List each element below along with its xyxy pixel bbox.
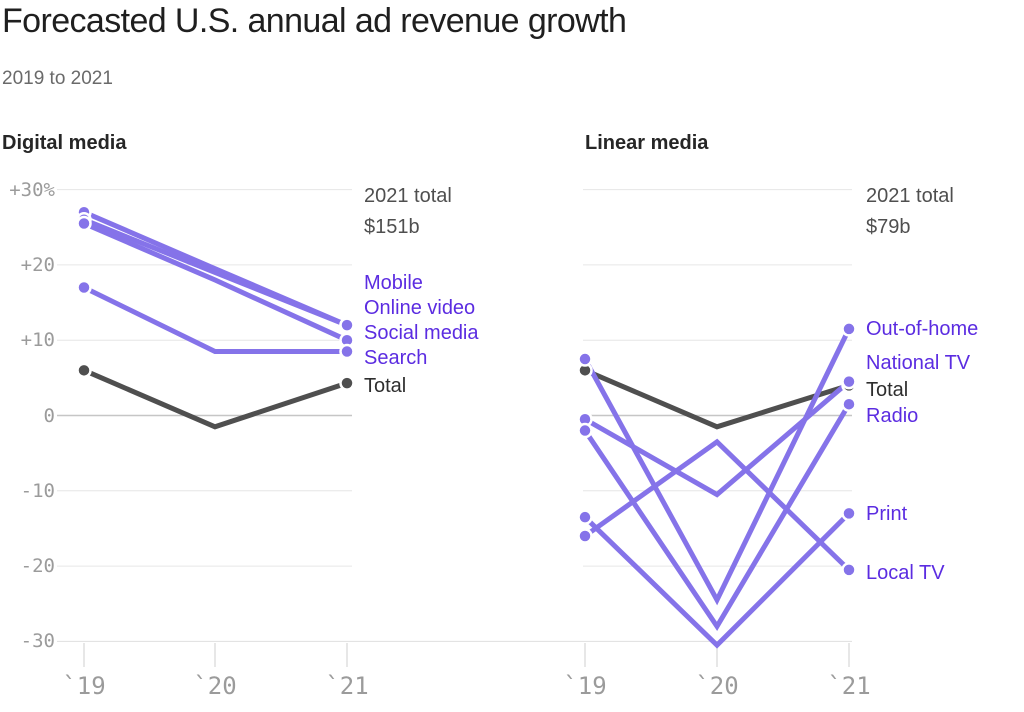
series-dot-local-tv (841, 562, 857, 578)
panel-title-digital-media: Digital media (2, 132, 127, 154)
series-dot-national-tv (841, 373, 857, 390)
series-dot-out-of-home (577, 351, 593, 367)
series-dot-out-of-home (841, 321, 857, 337)
series-dot-total (339, 375, 355, 391)
series-dot-search (339, 343, 355, 360)
series-line-total (81, 367, 350, 430)
annotation-digital-total-value: $151b (364, 216, 420, 238)
series-dot-radio (841, 396, 857, 412)
y-tick-label-zero: 0 (43, 405, 55, 427)
x-tick-label-21-linear: `21 (827, 672, 871, 700)
series-label-social-media: Social media (364, 322, 479, 344)
series-label-total-linear: Total (866, 379, 909, 401)
x-tick-label-20-digital: `20 (193, 672, 237, 700)
series-line-out-of-home (582, 326, 852, 606)
annotation-digital-total-label: 2021 total (364, 185, 452, 207)
x-tick-label-19-linear: `19 (563, 672, 607, 700)
series-dot-social-media (76, 215, 92, 232)
chart-title: Forecasted U.S. annual ad revenue growth (2, 2, 627, 40)
series-dot-print (577, 509, 593, 525)
series-line-radio (582, 401, 852, 632)
series-line-social-media (81, 220, 350, 343)
x-tick-label-19-digital: `19 (62, 672, 106, 700)
y-tick-label-minus20: -20 (20, 555, 55, 577)
y-tick-label-minus10: -10 (20, 480, 55, 502)
series-label-total-digital: Total (364, 375, 407, 397)
annotation-linear-total: 2021 total $79b (866, 181, 954, 243)
series-label-radio: Radio (866, 405, 919, 427)
y-tick-label-plus30: +30% (9, 179, 55, 201)
x-tick-label-20-linear: `20 (695, 672, 739, 700)
annotation-linear-total-label: 2021 total (866, 185, 954, 207)
series-line-online-video (81, 217, 350, 328)
series-dot-search (76, 279, 92, 296)
series-line-local-tv (582, 438, 852, 573)
series-dot-local-tv (577, 528, 593, 544)
series-line-total (582, 367, 852, 430)
series-dot-radio (577, 422, 593, 439)
series-label-local-tv: Local TV (866, 562, 945, 584)
series-dot-online-video (339, 317, 355, 333)
panel-title-linear-media: Linear media (585, 132, 709, 154)
series-label-mobile: Mobile (364, 272, 423, 294)
series-line-search (81, 284, 350, 354)
x-tick-label-21-digital: `21 (325, 672, 369, 700)
annotation-digital-total: 2021 total $151b (364, 181, 452, 243)
series-dot-total (76, 362, 92, 379)
series-line-print (582, 510, 852, 649)
chart-subtitle: 2019 to 2021 (2, 68, 113, 89)
annotation-linear-total-value: $79b (866, 216, 911, 238)
series-label-national-tv: National TV (866, 352, 971, 374)
series-label-online-video: Online video (364, 297, 476, 319)
y-tick-label-minus30: -30 (20, 630, 55, 652)
series-label-print: Print (866, 503, 908, 525)
y-tick-label-plus20: +20 (20, 254, 55, 276)
series-line-national-tv (582, 379, 852, 498)
series-dot-print (841, 505, 857, 522)
series-label-out-of-home: Out-of-home (866, 318, 979, 340)
series-label-search: Search (364, 347, 428, 369)
y-tick-label-plus10: +10 (20, 329, 55, 351)
